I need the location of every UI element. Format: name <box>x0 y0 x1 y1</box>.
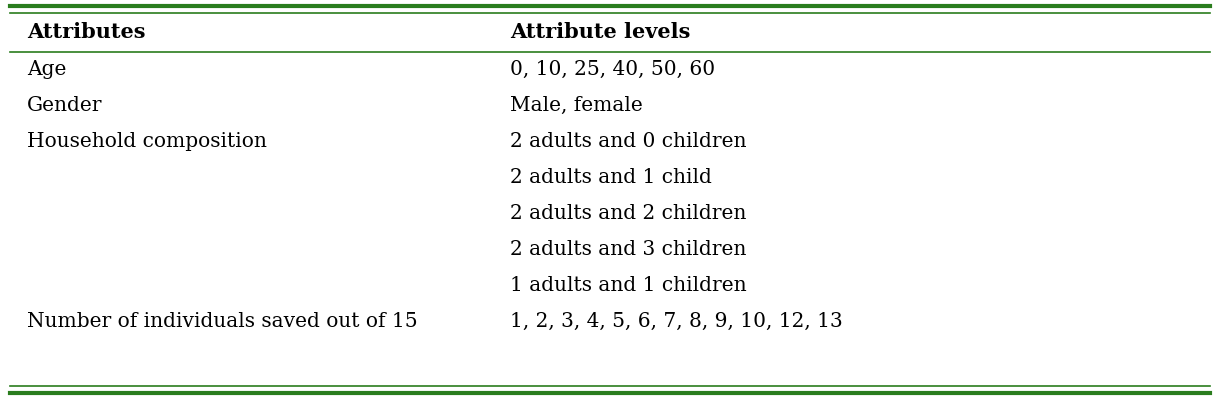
Text: 2 adults and 0 children: 2 adults and 0 children <box>510 132 747 151</box>
Text: Age: Age <box>27 60 66 79</box>
Text: Male, female: Male, female <box>510 96 643 115</box>
Text: Household composition: Household composition <box>27 132 267 151</box>
Text: 2 adults and 1 child: 2 adults and 1 child <box>510 168 712 187</box>
Text: 1 adults and 1 children: 1 adults and 1 children <box>510 276 747 295</box>
Text: 1, 2, 3, 4, 5, 6, 7, 8, 9, 10, 12, 13: 1, 2, 3, 4, 5, 6, 7, 8, 9, 10, 12, 13 <box>510 312 843 331</box>
Text: 2 adults and 2 children: 2 adults and 2 children <box>510 204 747 223</box>
Text: Attributes: Attributes <box>27 22 145 42</box>
Text: Attribute levels: Attribute levels <box>510 22 691 42</box>
Text: Number of individuals saved out of 15: Number of individuals saved out of 15 <box>27 312 417 331</box>
Text: 2 adults and 3 children: 2 adults and 3 children <box>510 240 747 259</box>
Text: Gender: Gender <box>27 96 102 115</box>
Text: 0, 10, 25, 40, 50, 60: 0, 10, 25, 40, 50, 60 <box>510 60 715 79</box>
